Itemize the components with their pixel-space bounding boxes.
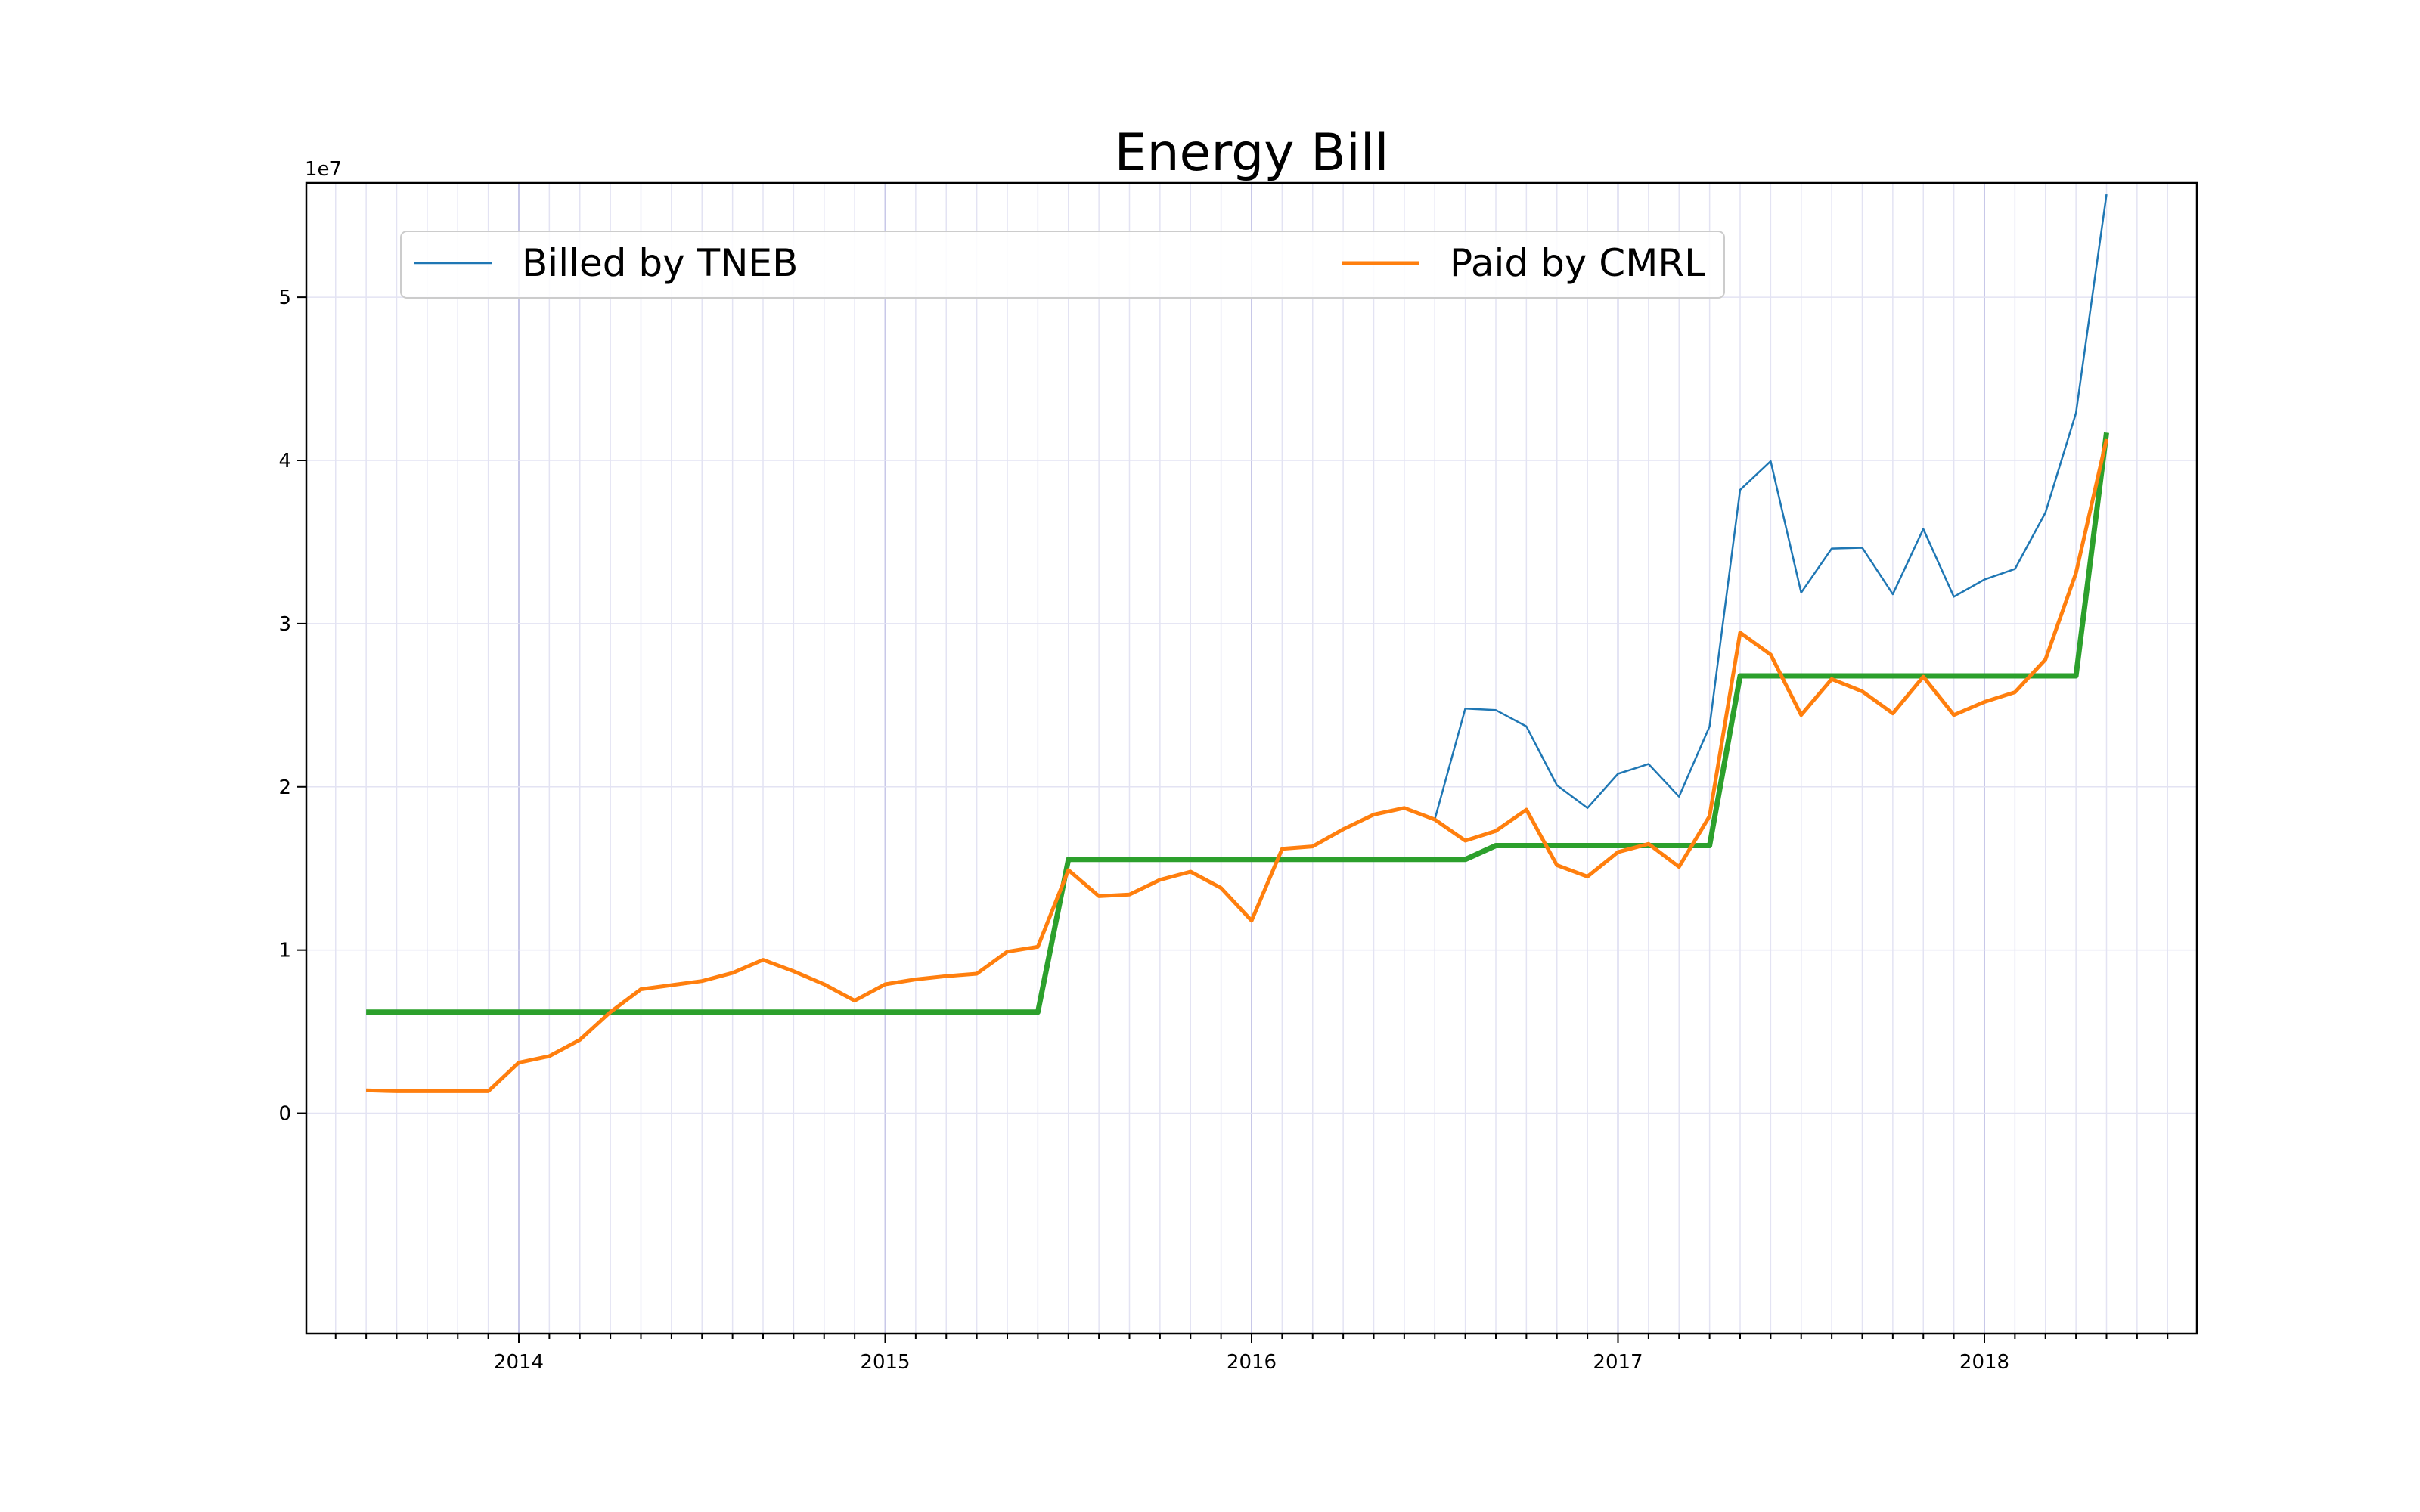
y-tick-label: 5 bbox=[278, 287, 291, 309]
x-tick-label: 2014 bbox=[494, 1351, 544, 1374]
x-tick-label: 2015 bbox=[860, 1351, 910, 1374]
y-tick-label: 0 bbox=[278, 1103, 291, 1126]
series-line-step bbox=[366, 432, 2109, 1015]
axis-ticks: 2014 2015 2016 2017 2018 0 1 2 3 4 5 bbox=[278, 287, 2169, 1374]
x-tick-label: 2016 bbox=[1227, 1351, 1277, 1374]
y-offset-label: 1e7 bbox=[305, 158, 342, 181]
y-tick-label: 1 bbox=[278, 940, 291, 962]
y-tick-label: 3 bbox=[278, 613, 291, 636]
series-lines bbox=[366, 194, 2109, 1093]
y-tick-label: 4 bbox=[278, 450, 291, 472]
legend-box bbox=[400, 231, 1725, 299]
legend: Billed by TNEB Paid by CMRL bbox=[400, 231, 1725, 299]
legend-label-paid: Paid by CMRL bbox=[1450, 241, 1705, 285]
series-line-paid bbox=[366, 438, 2108, 1093]
x-tick-label: 2017 bbox=[1593, 1351, 1643, 1374]
x-tick-label: 2018 bbox=[1959, 1351, 2009, 1374]
y-tick-label: 2 bbox=[278, 776, 291, 799]
chart-title: Energy Bill bbox=[1114, 123, 1388, 183]
legend-label-billed: Billed by TNEB bbox=[522, 241, 798, 285]
grid-lines bbox=[306, 183, 2197, 1334]
